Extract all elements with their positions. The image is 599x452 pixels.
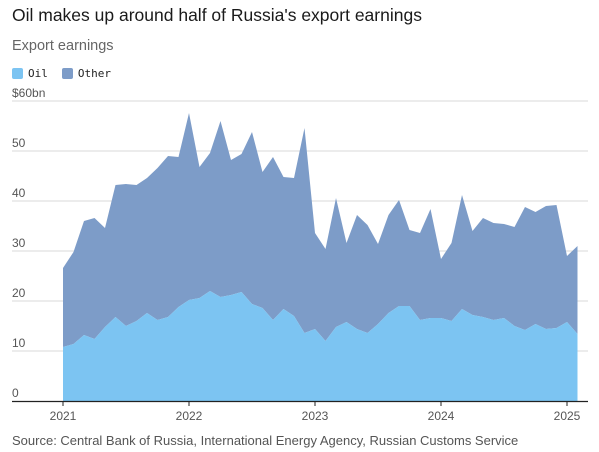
y-tick-label: 20 — [12, 286, 26, 300]
chart-legend: Oil Other — [12, 67, 111, 80]
y-tick-label: $60bn — [12, 86, 45, 100]
x-tick-label: 2024 — [428, 409, 455, 423]
y-tick-label: 10 — [12, 336, 26, 350]
legend-item-oil: Oil — [12, 67, 48, 80]
area-oil — [63, 291, 578, 401]
legend-item-other: Other — [61, 67, 111, 80]
x-tick-label: 2021 — [50, 409, 77, 423]
y-tick-label: 0 — [12, 386, 19, 400]
area-layer — [63, 113, 578, 401]
axis-layer: 2021 2022 2023 2024 2025 — [12, 400, 588, 423]
legend-label-other: Other — [77, 67, 111, 80]
y-tick-label: 30 — [12, 236, 26, 250]
legend-swatch-oil — [12, 68, 23, 79]
x-tick-label: 2025 — [554, 409, 581, 423]
x-tick-label: 2022 — [176, 409, 203, 423]
x-tick-label: 2023 — [302, 409, 329, 423]
legend-swatch-other — [61, 68, 73, 79]
y-tick-label: 50 — [12, 136, 26, 150]
area-other — [63, 113, 578, 347]
chart-subtitle: Export earnings — [12, 38, 114, 54]
chart-source: Source: Central Bank of Russia, Internat… — [12, 433, 519, 448]
chart-title: Oil makes up around half of Russia's exp… — [12, 5, 422, 25]
y-tick-label: 40 — [12, 186, 26, 200]
legend-label-oil: Oil — [28, 67, 48, 80]
